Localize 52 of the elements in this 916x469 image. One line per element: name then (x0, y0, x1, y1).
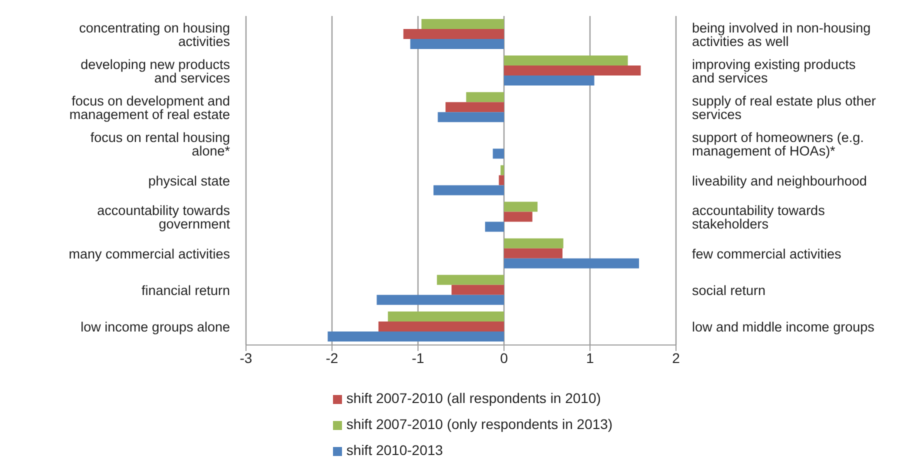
bar (403, 29, 504, 39)
y-tick-label: concentrating on housing activities (79, 20, 230, 49)
x-tick-label: -3 (240, 350, 252, 366)
bar (378, 321, 504, 332)
legend-label: shift 2007-2010 (only respondents in 2013) (346, 416, 613, 432)
bar (504, 202, 538, 212)
y-tick-label: focus on rental housing alone* (90, 130, 231, 158)
y-tick-label: low income groups alone (80, 320, 230, 335)
bar (328, 331, 504, 342)
bar (498, 175, 504, 186)
bar (504, 248, 562, 258)
bar (438, 112, 504, 122)
bar (433, 185, 504, 196)
bar (492, 148, 504, 159)
y2-tick-label: few commercial activities (692, 246, 842, 262)
x-tick-label: 2 (672, 350, 680, 366)
bar (446, 102, 504, 112)
y2-tick-label: being involved in non-housing activities as well (692, 20, 871, 49)
bar (436, 274, 504, 285)
y2-tick-label: liveability and neighbourhood (692, 173, 867, 188)
x-tick-label: 1 (586, 350, 594, 366)
x-tick-label: -2 (326, 350, 338, 366)
y2-tick-label: improving existing products and services (692, 56, 856, 86)
bar (504, 56, 628, 66)
bar (421, 19, 504, 29)
x-tick-label: 0 (500, 350, 508, 366)
bar (504, 238, 564, 248)
y2-tick-label: accountability towards stakeholders (692, 203, 826, 232)
y2-tick-label: supply of real estate plus other services (692, 93, 876, 122)
y-tick-label: focus on development and management of real estate (69, 93, 230, 122)
y-tick-label: financial return (141, 282, 230, 298)
bar (410, 39, 504, 49)
bar (466, 92, 504, 102)
y-tick-label: physical state (148, 173, 230, 188)
y2-tick-label: support of homeowners (e.g. management of HOAs)* (692, 130, 864, 158)
legend-label: shift 2007-2010 (all respondents in 2010) (346, 390, 601, 406)
y-tick-label: accountability towards government (97, 203, 230, 232)
legend-label: shift 2010-2013 (346, 442, 443, 458)
x-tick-label: -1 (412, 350, 424, 366)
y-tick-label: developing new products and services (80, 56, 230, 86)
bar (452, 284, 504, 295)
y2-tick-label: low and middle income groups (692, 320, 875, 335)
bar (504, 212, 532, 222)
y-tick-label: many commercial activities (68, 246, 230, 262)
bar (500, 165, 504, 176)
bar (504, 66, 641, 76)
y2-tick-label: social return (692, 282, 766, 298)
bar (376, 294, 504, 305)
bar (504, 76, 594, 86)
bar (504, 258, 640, 268)
bar (485, 222, 504, 232)
bar (388, 311, 504, 322)
